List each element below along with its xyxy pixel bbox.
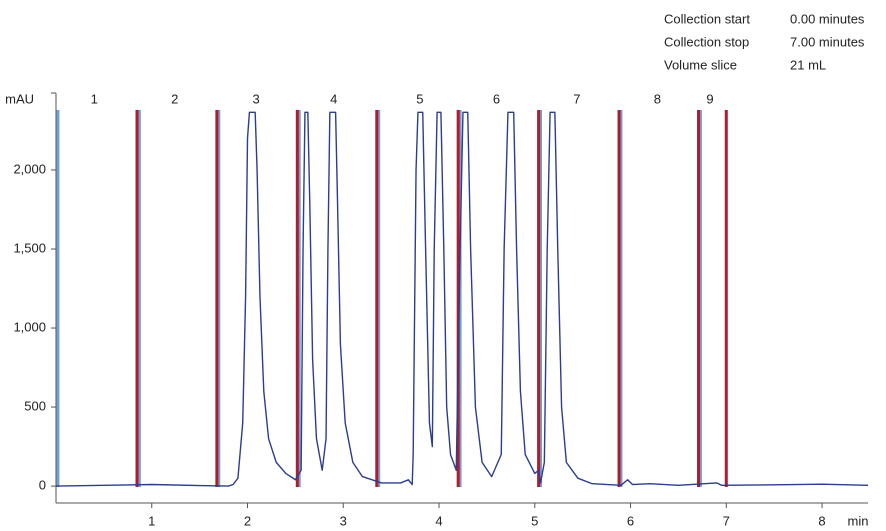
info-value: 21 mL — [790, 57, 826, 72]
info-value: 7.00 minutes — [790, 34, 865, 49]
fraction-label: 6 — [493, 91, 500, 106]
y-tick-label: 0 — [39, 478, 46, 493]
x-tick-label: 5 — [531, 513, 538, 528]
fraction-label: 8 — [654, 91, 661, 106]
y-tick-label: 500 — [24, 398, 46, 413]
fraction-label: 4 — [330, 91, 337, 106]
fraction-label: 5 — [416, 91, 423, 106]
y-tick-label: 1,000 — [13, 319, 46, 334]
info-label: Volume slice — [664, 57, 737, 72]
info-label: Collection start — [664, 11, 750, 26]
x-tick-label: 2 — [244, 513, 251, 528]
info-value: 0.00 minutes — [790, 11, 865, 26]
x-tick-label: 1 — [148, 513, 155, 528]
x-tick-label: 8 — [818, 513, 825, 528]
x-tick-label: 7 — [723, 513, 730, 528]
x-axis-label: min — [848, 513, 869, 528]
fraction-label: 3 — [253, 91, 260, 106]
trace — [55, 111, 869, 487]
y-axis-label: mAU — [5, 91, 34, 106]
info-label: Collection stop — [664, 34, 749, 49]
fraction-label: 7 — [573, 91, 580, 106]
y-tick-label: 2,000 — [13, 161, 46, 176]
x-tick-label: 4 — [435, 513, 442, 528]
fraction-label: 1 — [91, 91, 98, 106]
fraction-label: 2 — [171, 91, 178, 106]
x-tick-label: 3 — [340, 513, 347, 528]
fraction-label: 9 — [706, 91, 713, 106]
x-tick-label: 6 — [627, 513, 634, 528]
y-tick-label: 1,500 — [13, 240, 46, 255]
